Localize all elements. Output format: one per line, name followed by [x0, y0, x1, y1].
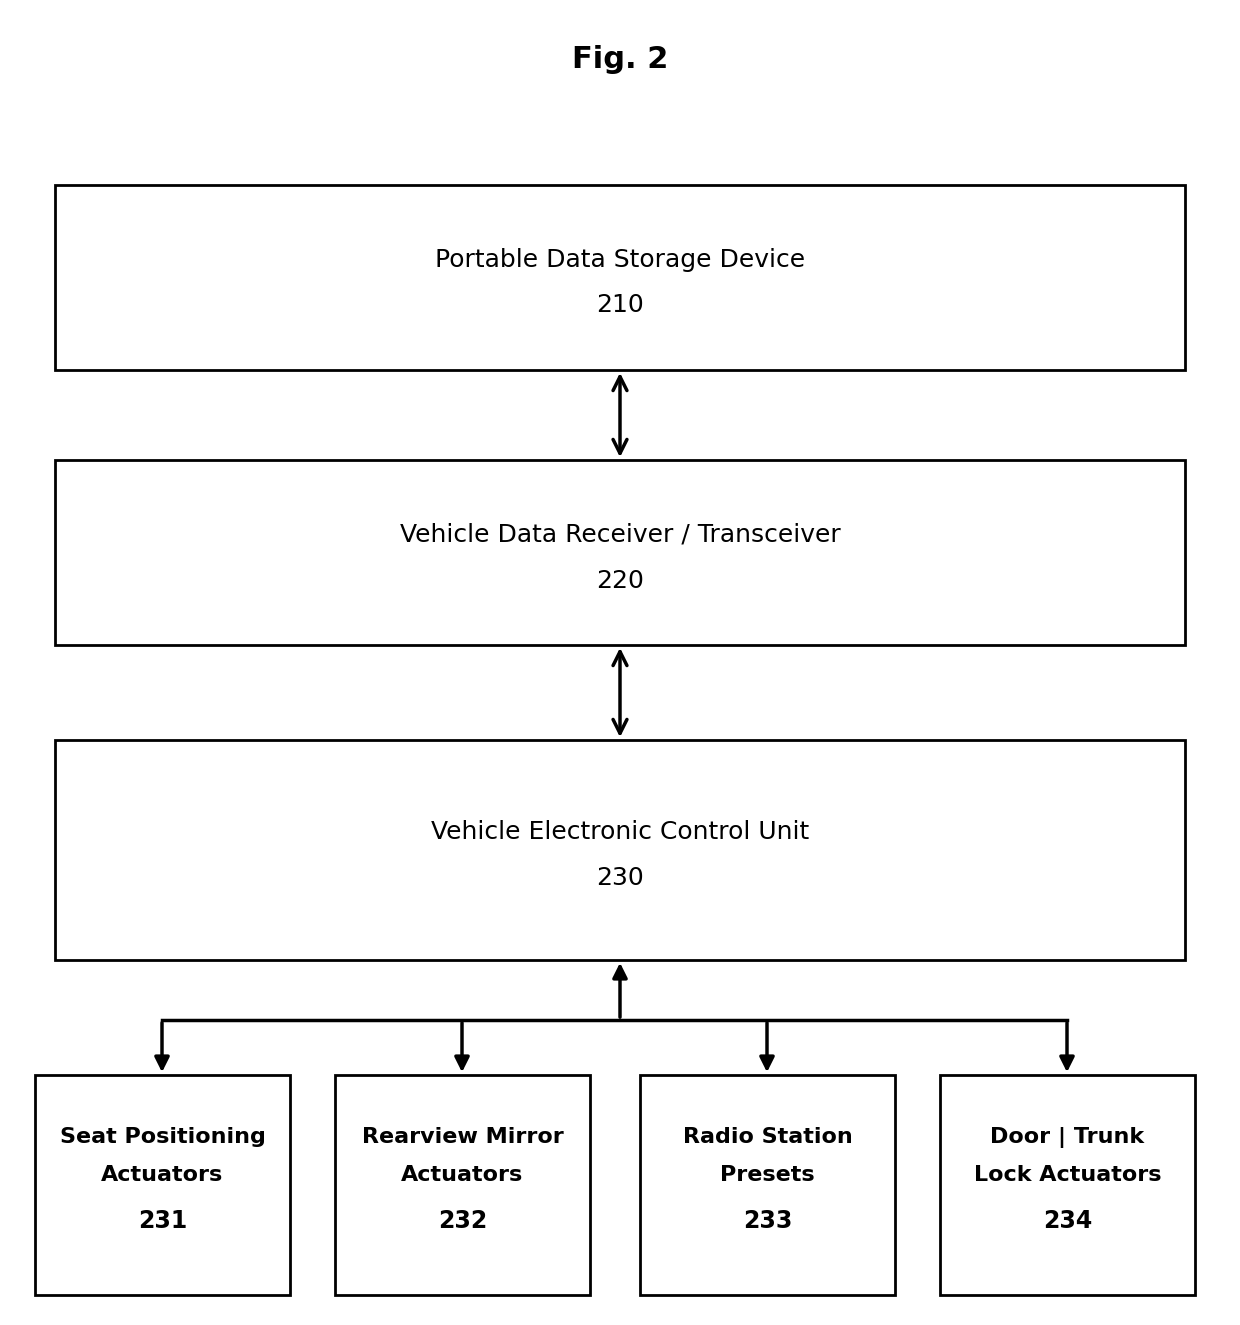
Text: Seat Positioning: Seat Positioning	[60, 1128, 265, 1147]
Text: Fig. 2: Fig. 2	[572, 45, 668, 74]
Bar	[940, 1075, 1195, 1295]
Text: 230: 230	[596, 867, 644, 890]
Bar	[55, 460, 1185, 645]
Text: 210: 210	[596, 294, 644, 318]
Bar	[55, 739, 1185, 961]
Text: Portable Data Storage Device: Portable Data Storage Device	[435, 248, 805, 272]
Text: 234: 234	[1043, 1208, 1092, 1234]
Text: Rearview Mirror: Rearview Mirror	[362, 1128, 563, 1147]
Text: Radio Station: Radio Station	[683, 1128, 852, 1147]
Bar	[640, 1075, 895, 1295]
Text: 220: 220	[596, 568, 644, 592]
Text: Actuators: Actuators	[102, 1165, 223, 1185]
Bar	[55, 186, 1185, 370]
Text: Presets: Presets	[720, 1165, 815, 1185]
Text: Door | Trunk: Door | Trunk	[991, 1126, 1145, 1147]
Bar	[335, 1075, 590, 1295]
Text: Vehicle Electronic Control Unit: Vehicle Electronic Control Unit	[430, 820, 810, 844]
Text: Lock Actuators: Lock Actuators	[973, 1165, 1161, 1185]
Text: Vehicle Data Receiver / Transceiver: Vehicle Data Receiver / Transceiver	[399, 522, 841, 546]
Text: Actuators: Actuators	[402, 1165, 523, 1185]
Bar	[35, 1075, 290, 1295]
Text: 232: 232	[438, 1208, 487, 1234]
Text: 233: 233	[743, 1208, 792, 1234]
Text: 231: 231	[138, 1208, 187, 1234]
